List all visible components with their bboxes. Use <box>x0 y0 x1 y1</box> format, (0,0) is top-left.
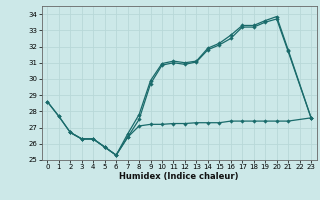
X-axis label: Humidex (Indice chaleur): Humidex (Indice chaleur) <box>119 172 239 181</box>
